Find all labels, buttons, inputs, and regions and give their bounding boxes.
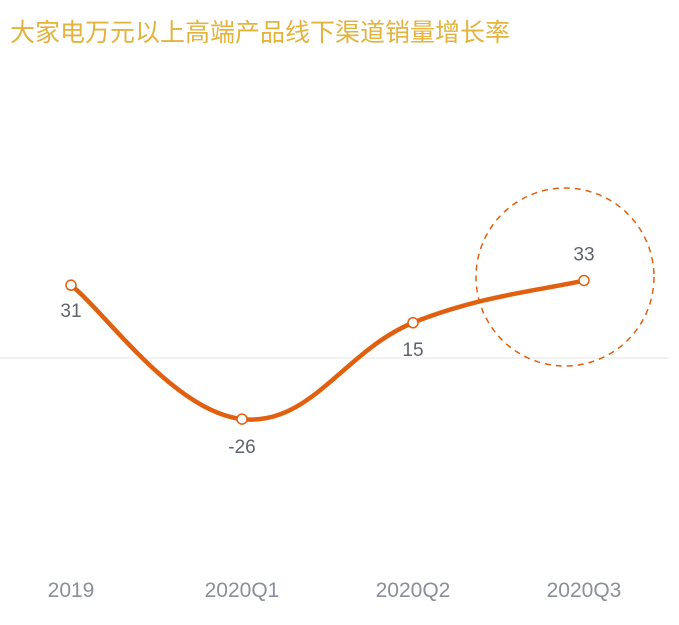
data-points bbox=[65, 274, 590, 425]
data-label-2019: 31 bbox=[60, 301, 81, 322]
data-point-2020q1 bbox=[236, 413, 248, 425]
data-label-2020q1: -26 bbox=[228, 437, 255, 458]
series-line bbox=[68, 278, 587, 422]
x-axis-labels: 2019 2020Q1 2020Q2 2020Q3 bbox=[48, 579, 622, 602]
data-labels: 31 -26 15 33 bbox=[60, 244, 594, 458]
chart-title: 大家电万元以上高端产品线下渠道销量增长率 bbox=[10, 18, 511, 47]
x-tick-2019: 2019 bbox=[48, 579, 95, 602]
data-point-2020q3 bbox=[578, 274, 590, 287]
x-tick-2020q1: 2020Q1 bbox=[205, 579, 280, 602]
data-label-2020q3: 33 bbox=[573, 244, 594, 265]
x-tick-2020q2: 2020Q2 bbox=[376, 579, 451, 602]
data-point-2020q2 bbox=[407, 317, 419, 329]
data-label-2020q2: 15 bbox=[402, 340, 423, 361]
highlight-circle bbox=[475, 187, 655, 367]
x-tick-2020q3: 2020Q3 bbox=[547, 579, 622, 602]
data-point-2019 bbox=[65, 279, 77, 291]
